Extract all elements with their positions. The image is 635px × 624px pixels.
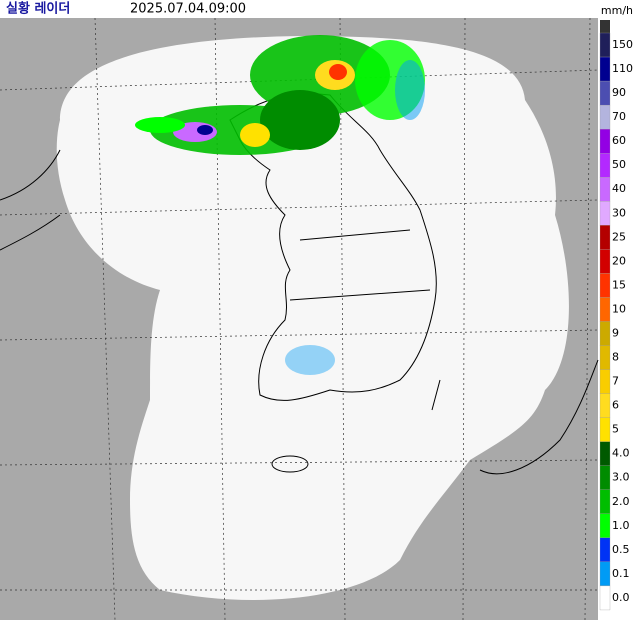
- unit: mm/h: [601, 4, 633, 17]
- legend-swatch: [599, 489, 611, 514]
- legend-swatch: [599, 297, 611, 322]
- legend-swatch: [599, 80, 611, 106]
- legend-label: 40: [612, 182, 626, 195]
- legend-swatch: [599, 104, 611, 130]
- legend-label: 50: [612, 158, 626, 171]
- legend-label: 10: [612, 302, 626, 315]
- legend-label: 20: [612, 254, 626, 267]
- legend-label: 1.0: [612, 519, 630, 532]
- legend-label: 8: [612, 351, 619, 364]
- legend-label: 6: [612, 399, 619, 412]
- legend-swatch: [599, 345, 611, 370]
- title: 실황 레이더: [6, 1, 70, 17]
- legend-label: 90: [612, 86, 626, 99]
- legend-swatch: [599, 561, 611, 587]
- map: [0, 17, 599, 621]
- legend-label: 7: [612, 375, 619, 388]
- legend-label: 5: [612, 423, 619, 436]
- legend-swatch: [599, 465, 611, 490]
- legend-label: 9: [612, 326, 619, 339]
- legend-label: 2.0: [612, 495, 630, 508]
- legend-label: 15: [612, 278, 626, 291]
- legend: 150 110 90 70 60 50 40 30 25 20 15 10 9 8 7 6 5 4.0 3.0 2.0…: [599, 20, 633, 611]
- legend-swatch: [599, 56, 611, 82]
- legend-swatch: [599, 32, 611, 58]
- legend-label: 3.0: [612, 471, 630, 484]
- legend-swatch: [599, 513, 611, 538]
- legend-swatch: [599, 129, 611, 154]
- legend-swatch: [599, 249, 611, 274]
- legend-label: 0.0: [612, 591, 630, 604]
- legend-swatch: [599, 393, 611, 418]
- legend-swatch: [599, 225, 611, 250]
- legend-label: 0.5: [612, 543, 630, 556]
- legend-swatch: [599, 153, 611, 178]
- legend-label: 60: [612, 134, 626, 147]
- legend-swatch: [599, 201, 611, 226]
- legend-swatch: [599, 177, 611, 202]
- legend-swatch: [599, 537, 611, 563]
- legend-swatch: [599, 369, 611, 394]
- legend-label: 0.1: [612, 567, 630, 580]
- legend-swatch: [599, 417, 611, 442]
- legend-label: 25: [612, 230, 626, 243]
- legend-label: 30: [612, 206, 626, 219]
- legend-swatch: [599, 321, 611, 346]
- legend-swatch: [599, 441, 611, 466]
- legend-label: 4.0: [612, 447, 630, 460]
- precipitation: [135, 35, 425, 375]
- legend-label: 150: [612, 38, 633, 51]
- legend-cap: [600, 20, 610, 33]
- legend-label: 110: [612, 62, 633, 75]
- legend-label: 70: [612, 110, 626, 123]
- legend-swatch: [599, 585, 611, 611]
- legend-swatch: [599, 273, 611, 298]
- timestamp: 2025.07.04.09:00: [130, 2, 246, 17]
